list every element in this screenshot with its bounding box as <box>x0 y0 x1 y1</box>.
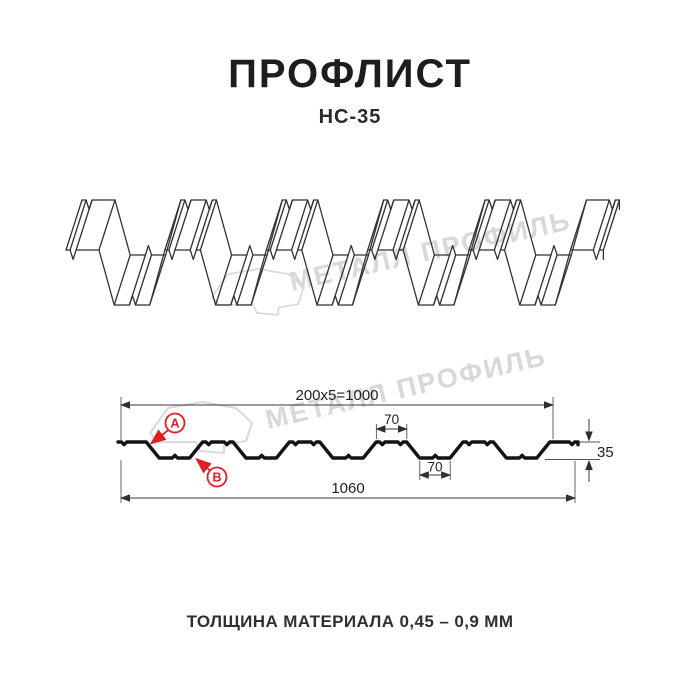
sheet-3d-wireframe <box>65 199 621 306</box>
marker-b: В <box>195 457 228 488</box>
marker-a: А <box>149 412 186 445</box>
thickness-note: ТОЛЩИНА МАТЕРИАЛА 0,45 – 0,9 ММ <box>186 612 514 631</box>
marker-a-letter: А <box>170 417 179 431</box>
cross-section: 200x5=1000 70 70 1060 35 А В <box>116 387 614 503</box>
dim-value-rib-bottom: 70 <box>427 460 442 475</box>
profile-outline <box>116 440 580 460</box>
dim-value-rib-top: 70 <box>384 412 399 427</box>
profile-model-label: НС-35 <box>318 106 382 128</box>
dim-value-height: 35 <box>597 444 614 461</box>
dim-value-top-span: 200x5=1000 <box>296 387 379 404</box>
marker-b-letter: В <box>212 471 221 485</box>
page-title: ПРОФЛИСТ <box>228 52 472 96</box>
dim-value-total-width: 1060 <box>331 480 364 497</box>
